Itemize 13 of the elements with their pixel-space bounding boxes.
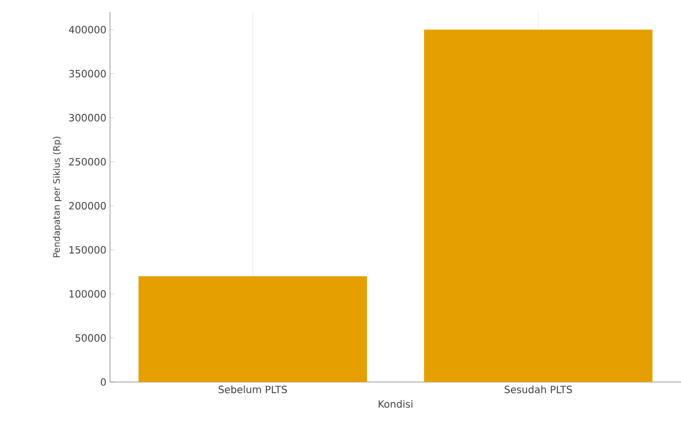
x-axis-title: Kondisi bbox=[378, 400, 412, 408]
y-tick-label: 100000 bbox=[70, 290, 106, 298]
y-tick-label: 400000 bbox=[68, 26, 106, 34]
y-tick-label: 350000 bbox=[69, 70, 106, 78]
y-tick-label: 300000 bbox=[69, 114, 106, 122]
y-tick-label: 0 bbox=[100, 378, 106, 386]
y-tick-label: 50000 bbox=[76, 334, 106, 342]
x-tick-label: Sebelum PLTS bbox=[218, 386, 287, 394]
y-axis-title: Pendapatan per Siklus (Rp) bbox=[52, 136, 62, 258]
x-tick-label: Sesudah PLTS bbox=[504, 386, 572, 394]
y-tick-label: 250000 bbox=[69, 158, 106, 166]
y-tick-label: 150000 bbox=[70, 246, 106, 254]
y-tick-label: 200000 bbox=[69, 202, 106, 210]
